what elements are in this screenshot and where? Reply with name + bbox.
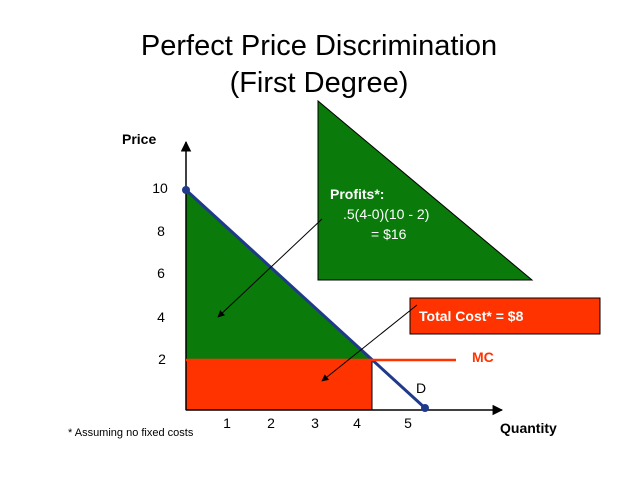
slide-title-line-1: Perfect Price Discrimination bbox=[141, 30, 497, 62]
profits-formula: .5(4-0)(10 - 2) bbox=[343, 206, 429, 222]
total-cost-area bbox=[185, 359, 373, 411]
profits-result: = $16 bbox=[371, 226, 407, 242]
x-tick-label: 2 bbox=[267, 415, 275, 431]
y-tick-label: 6 bbox=[157, 265, 165, 281]
x-tick-label: 3 bbox=[311, 415, 319, 431]
profits-heading: Profits*: bbox=[330, 186, 384, 202]
demand-end-point bbox=[421, 404, 429, 412]
profits-pointer-arrow bbox=[217, 218, 323, 318]
total-cost-callout bbox=[409, 297, 601, 335]
x-tick-label: 5 bbox=[404, 415, 412, 431]
mc-label: MC bbox=[472, 349, 494, 365]
y-tick-label: 4 bbox=[157, 309, 165, 325]
profits-callout bbox=[317, 99, 534, 281]
y-tick-label: 2 bbox=[158, 351, 166, 367]
demand-curve bbox=[184, 188, 427, 410]
x-tick-label: 1 bbox=[223, 415, 231, 431]
total-cost-text: Total Cost* = $8 bbox=[419, 308, 524, 324]
y-tick-label: 8 bbox=[157, 223, 165, 239]
total-cost-pointer-arrow bbox=[321, 304, 418, 382]
x-axis-label: Quantity bbox=[500, 420, 557, 436]
y-axis-label: Price bbox=[122, 131, 156, 147]
y-tick-label: 10 bbox=[152, 180, 168, 196]
demand-start-point bbox=[182, 186, 190, 194]
x-tick-label: 4 bbox=[353, 415, 361, 431]
demand-label: D bbox=[416, 380, 426, 396]
slide-title-line-2: (First Degree) bbox=[230, 67, 409, 99]
footnote: * Assuming no fixed costs bbox=[68, 427, 194, 439]
